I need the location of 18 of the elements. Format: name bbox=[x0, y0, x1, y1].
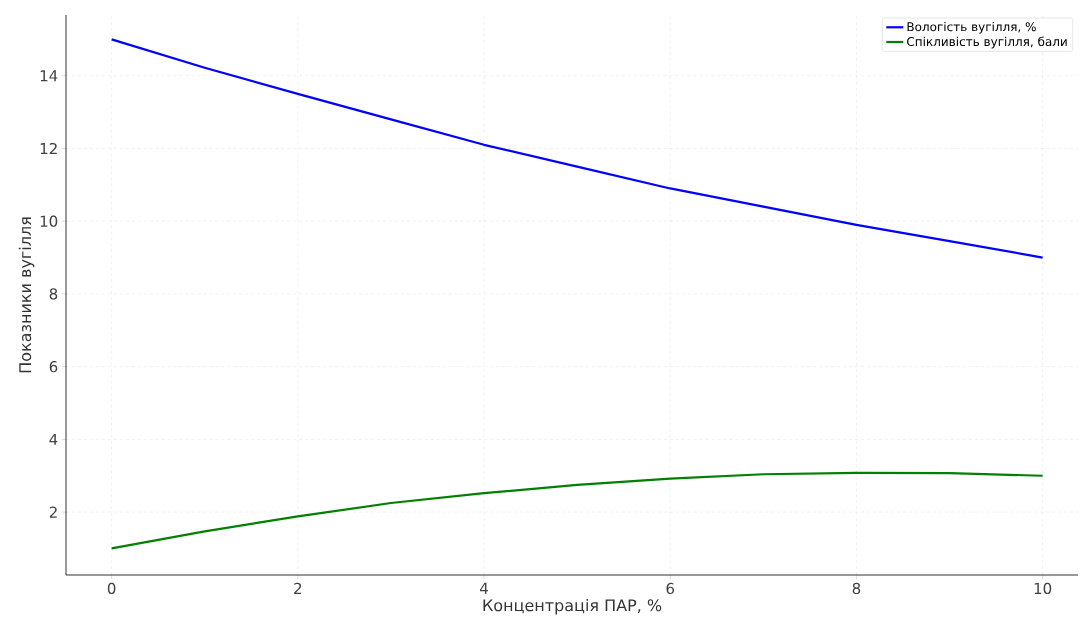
y-tick-label: 4 bbox=[49, 433, 58, 445]
y-tick-label: 2 bbox=[49, 506, 57, 518]
x-tick-label: 2 bbox=[294, 582, 302, 594]
x-tick-label: 8 bbox=[852, 582, 861, 595]
y-tick-label: 8 bbox=[49, 288, 58, 300]
legend-label: Спікливість вугілля, бали bbox=[907, 36, 1067, 49]
x-tick-label: 10 bbox=[1034, 582, 1052, 595]
y-tick-label: 14 bbox=[40, 70, 58, 82]
x-axis-title: Концентрація ПАР, % bbox=[483, 598, 662, 615]
y-tick-label: 6 bbox=[49, 360, 58, 373]
y-tick-label: 10 bbox=[40, 215, 58, 227]
x-tick-label: 4 bbox=[479, 582, 488, 594]
y-tick-label: 12 bbox=[40, 142, 57, 155]
line-series bbox=[110, 471, 1044, 550]
x-tick-label: 0 bbox=[107, 582, 116, 595]
x-tick-label: 6 bbox=[666, 582, 675, 595]
y-axis-title: Показники вугілля bbox=[18, 217, 35, 373]
legend-label: Вологість вугілля, % bbox=[907, 21, 1036, 34]
